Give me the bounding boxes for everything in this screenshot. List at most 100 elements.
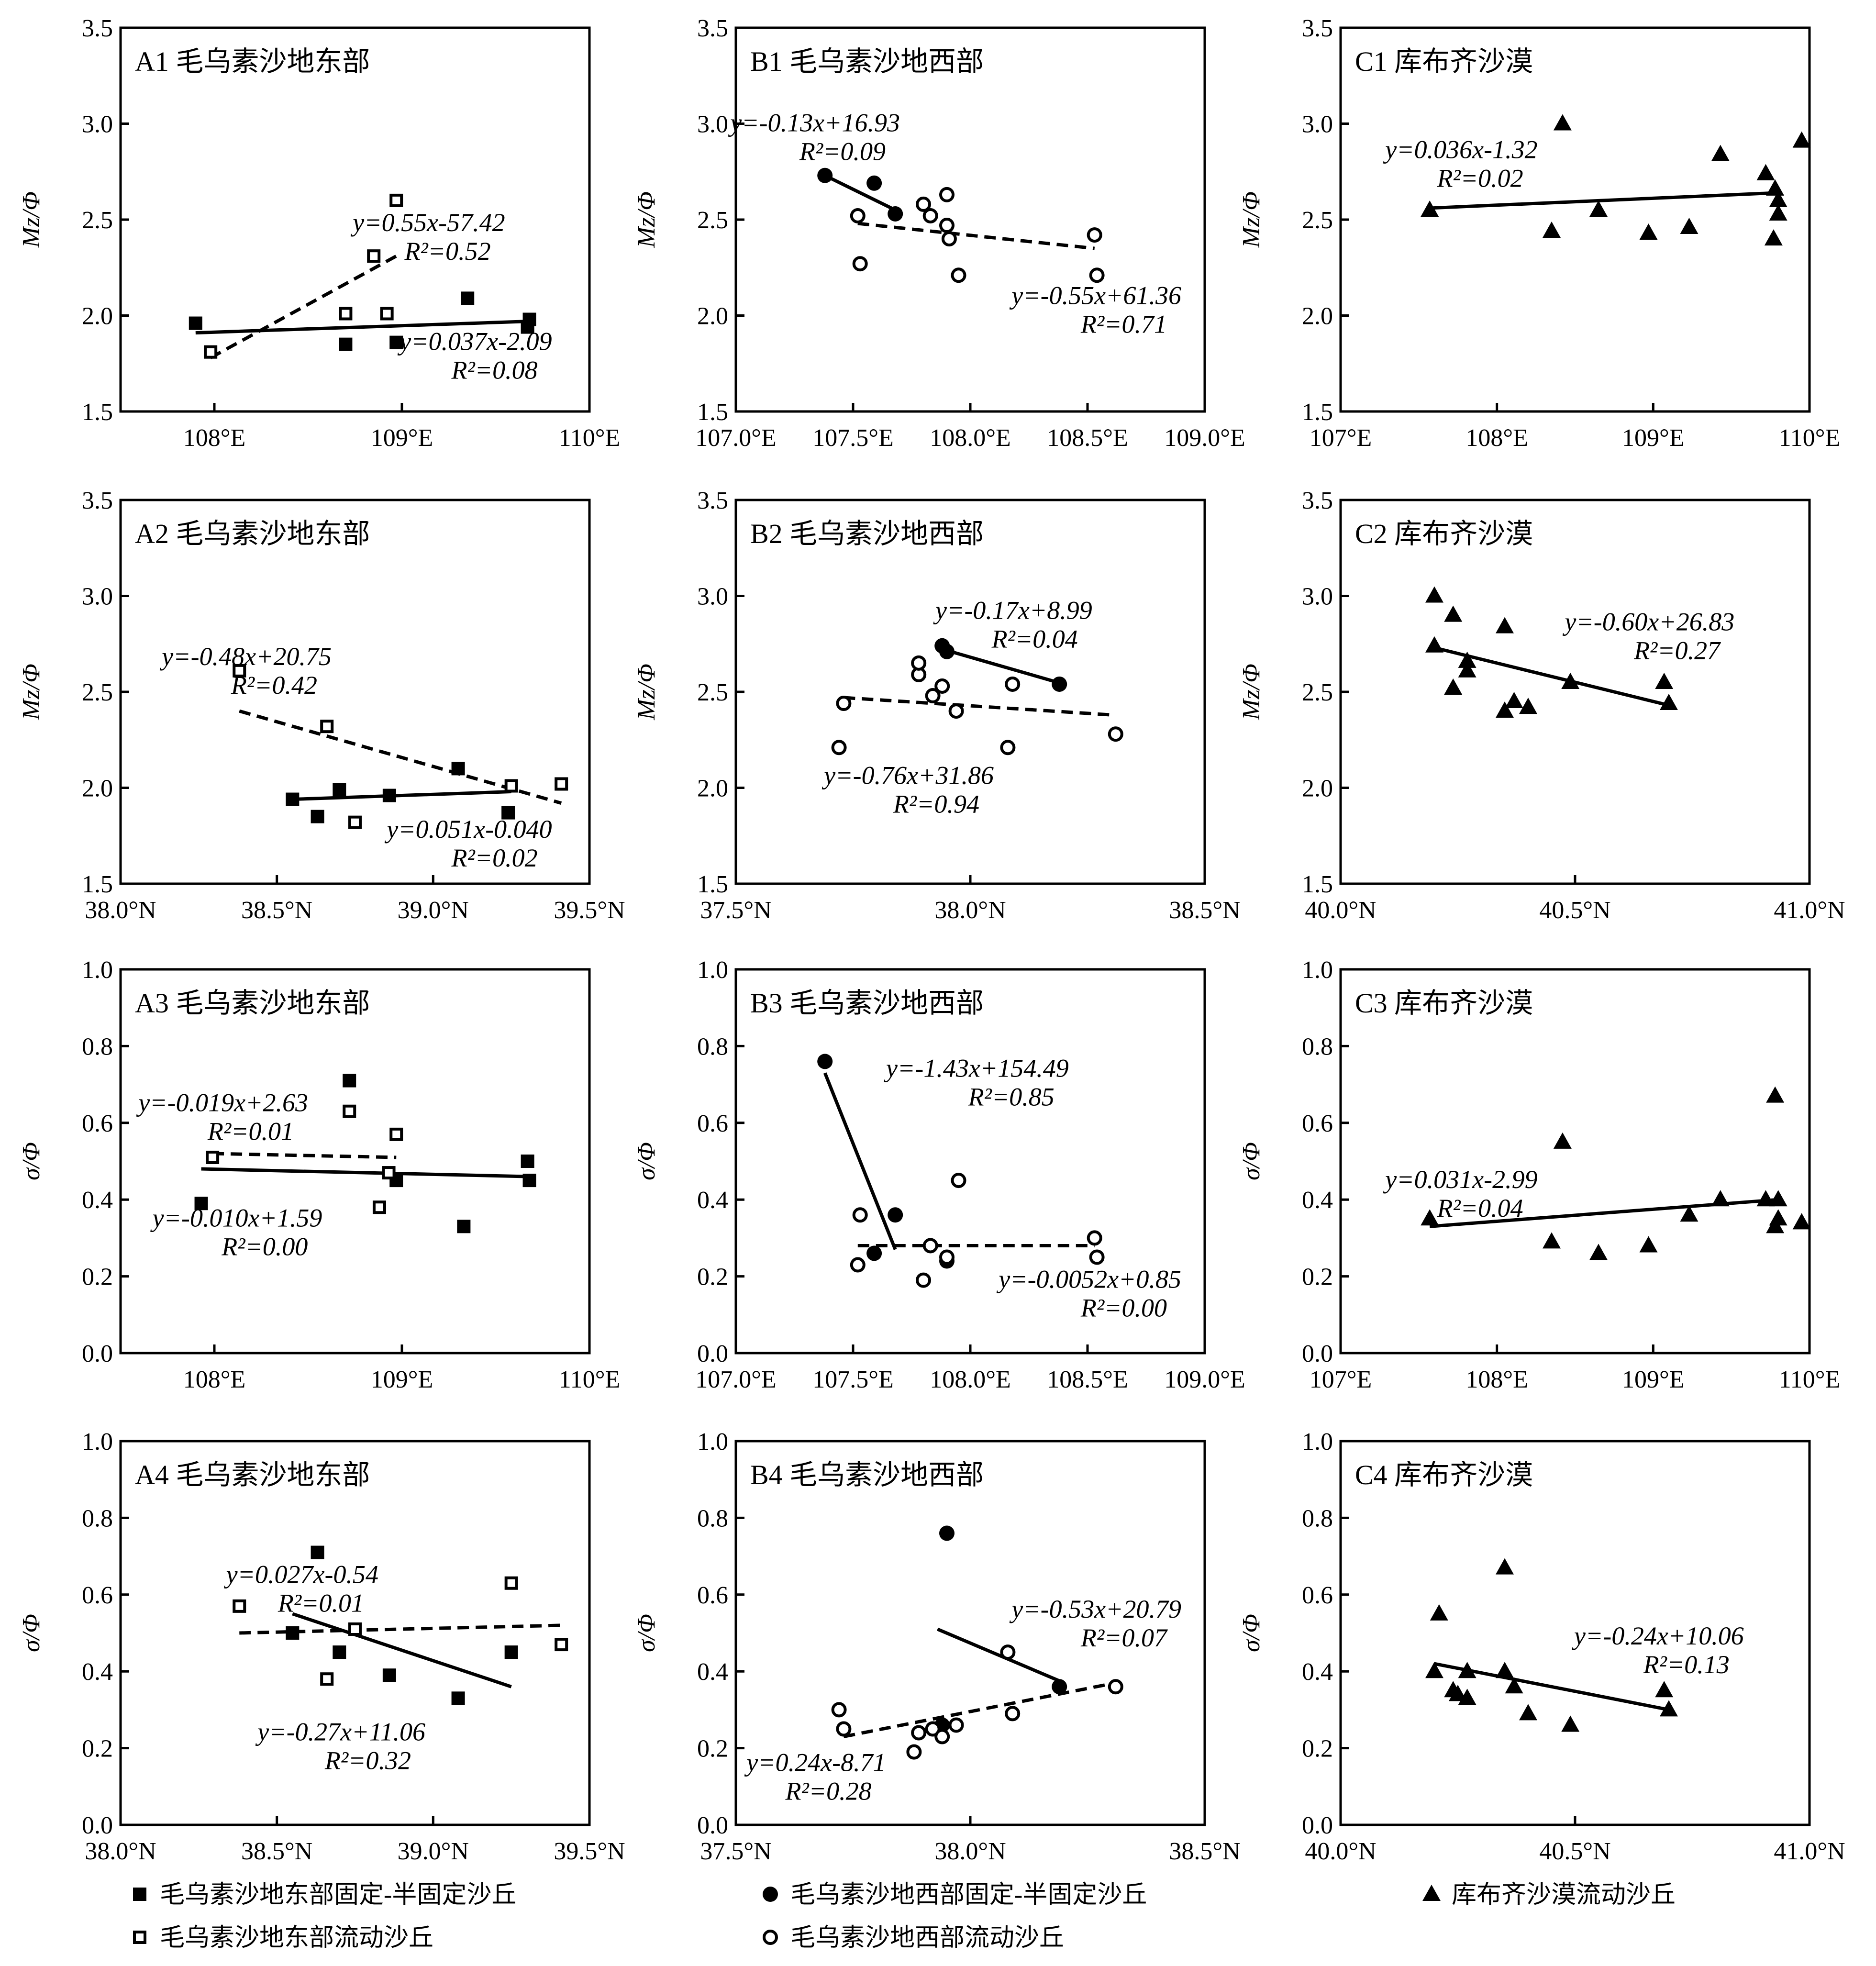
x-tick-label: 109°E xyxy=(1622,424,1685,452)
x-tick-label: 108.0°E xyxy=(930,424,1011,452)
r-squared-label: R²=0.52 xyxy=(404,237,490,266)
data-point-open-square xyxy=(367,249,381,263)
legend-marker-filled-square xyxy=(133,1888,146,1901)
data-point-filled-square xyxy=(311,810,324,823)
data-point-open-square xyxy=(233,1599,246,1613)
r-squared-label: R²=0.02 xyxy=(451,844,537,872)
data-point-open-circle xyxy=(836,696,852,711)
legend-label: 毛乌素沙地西部流动沙丘 xyxy=(790,1924,1064,1952)
regression-equation: y=-0.76x+31.86 xyxy=(821,761,994,789)
plot-frame xyxy=(734,499,1206,885)
data-point-open-square xyxy=(504,1576,518,1590)
y-tick-label: 0.8 xyxy=(82,1505,113,1532)
plot-frame xyxy=(119,1440,591,1826)
data-point-open-square xyxy=(348,815,362,829)
panel-b3: 0.0 0.2 0.4 0.6 0.8 1.0 107.0°E 107.5°E 108.0°E 1… xyxy=(633,956,1245,1393)
regression-equation: y=0.55x-57.42 xyxy=(350,208,505,237)
x-tick-label: 108°E xyxy=(1465,424,1528,452)
data-point-filled-triangle xyxy=(1458,1688,1476,1705)
x-tick-label: 38.5°N xyxy=(1169,1838,1240,1865)
data-point-filled-circle xyxy=(817,1054,833,1069)
x-tick-label: 108°E xyxy=(183,1366,246,1393)
y-tick-label: 0.4 xyxy=(82,1187,113,1214)
x-tick-label: 38.0°N xyxy=(934,897,1006,924)
data-point-filled-circle xyxy=(1052,1679,1067,1695)
data-point-filled-triangle xyxy=(1496,1558,1514,1575)
data-point-open-circle xyxy=(925,1721,941,1737)
y-tick-label: 1.0 xyxy=(697,956,728,984)
x-tick-label: 109.0°E xyxy=(1164,424,1245,452)
y-axis-label: Mz/Φ xyxy=(18,664,45,721)
y-axis-label: σ/Φ xyxy=(18,1142,45,1180)
data-point-filled-circle xyxy=(939,1525,955,1541)
data-point-open-square xyxy=(233,664,246,678)
y-tick-label: 0.4 xyxy=(82,1658,113,1686)
x-tick-label: 110°E xyxy=(559,1366,621,1393)
y-tick-label: 2.0 xyxy=(1302,775,1333,802)
data-point-open-circle xyxy=(922,1238,938,1254)
r-squared-label: R²=0.08 xyxy=(451,356,537,385)
y-axis-label: σ/Φ xyxy=(1238,1142,1265,1180)
data-point-open-circle xyxy=(1087,1230,1102,1246)
y-tick-label: 0.2 xyxy=(1302,1735,1333,1763)
data-point-filled-triangle xyxy=(1458,1662,1476,1678)
data-point-filled-triangle xyxy=(1660,1700,1678,1717)
data-point-open-circle xyxy=(831,740,847,755)
x-tick-label: 40.5°N xyxy=(1539,897,1610,924)
data-point-filled-triangle xyxy=(1496,701,1514,718)
y-tick-label: 1.0 xyxy=(697,1428,728,1455)
fit-line-solid xyxy=(937,1627,1065,1685)
data-point-filled-circle xyxy=(866,175,882,191)
fit-line-dashed xyxy=(844,696,1111,717)
data-point-filled-triangle xyxy=(1769,204,1787,221)
r-squared-label: R²=0.27 xyxy=(1633,636,1721,665)
data-point-filled-triangle xyxy=(1639,1236,1658,1253)
panel-a4: 0.0 0.2 0.4 0.6 0.8 1.0 38.0°N 38.5°N 39.0°N 39.5… xyxy=(18,1428,625,1865)
data-point-filled-triangle xyxy=(1792,131,1811,148)
data-point-filled-square xyxy=(189,316,202,330)
data-point-filled-circle xyxy=(888,206,903,222)
y-tick-label: 0.6 xyxy=(697,1110,728,1137)
y-tick-label: 0.2 xyxy=(697,1264,728,1291)
legend-label: 毛乌素沙地东部固定-半固定沙丘 xyxy=(160,1881,516,1909)
regression-equation: y=-0.010x+1.59 xyxy=(150,1203,322,1232)
fit-line-solid xyxy=(824,174,896,212)
y-tick-label: 1.5 xyxy=(82,871,113,898)
fit-line-solid xyxy=(937,646,1065,686)
y-axis-label: Mz/Φ xyxy=(633,664,660,721)
data-point-open-circle xyxy=(951,1173,966,1188)
data-point-filled-triangle xyxy=(1444,605,1463,622)
y-axis-label: Mz/Φ xyxy=(633,191,660,248)
y-tick-label: 1.5 xyxy=(82,399,113,426)
data-point-open-circle xyxy=(1089,1249,1105,1265)
y-tick-label: 3.0 xyxy=(1302,583,1333,611)
legend-label: 毛乌素沙地西部固定-半固定沙丘 xyxy=(790,1881,1147,1909)
plot-frame xyxy=(1339,968,1811,1355)
panel-c3: 0.0 0.2 0.4 0.6 0.8 1.0 107°E 108°E 109°E 110°E σ/… xyxy=(1238,956,1840,1393)
y-tick-label: 0.0 xyxy=(697,1812,728,1839)
data-point-filled-triangle xyxy=(1421,200,1439,217)
data-point-open-circle xyxy=(1005,1706,1021,1722)
data-point-filled-triangle xyxy=(1589,1244,1608,1260)
data-point-filled-triangle xyxy=(1756,164,1775,180)
data-point-filled-triangle xyxy=(1766,179,1785,196)
y-tick-label: 0.0 xyxy=(82,1340,113,1367)
y-tick-label: 0.0 xyxy=(1302,1340,1333,1367)
panel-title: B4 毛乌素沙地西部 xyxy=(750,1459,984,1490)
x-tick-label: 110°E xyxy=(559,424,621,452)
data-point-filled-triangle xyxy=(1519,1704,1537,1721)
y-tick-label: 2.5 xyxy=(1302,207,1333,234)
y-tick-label: 0.6 xyxy=(1302,1582,1333,1609)
panel-title: A2 毛乌素沙地东部 xyxy=(135,518,370,549)
panel-title: A1 毛乌素沙地东部 xyxy=(135,46,370,77)
data-point-filled-triangle xyxy=(1425,586,1443,603)
fit-line-dashed xyxy=(857,222,1095,250)
legend-marker-filled-circle xyxy=(763,1887,778,1902)
data-point-filled-triangle xyxy=(1655,672,1674,689)
y-tick-label: 2.5 xyxy=(1302,679,1333,706)
y-tick-label: 3.5 xyxy=(1302,15,1333,42)
x-tick-label: 39.5°N xyxy=(554,1838,625,1865)
y-tick-label: 0.8 xyxy=(1302,1505,1333,1532)
panel-c2: 1.5 2.0 2.5 3.0 3.5 40.0°N 40.5°N 41.0°N Mz/Φ C2 … xyxy=(1238,487,1845,924)
